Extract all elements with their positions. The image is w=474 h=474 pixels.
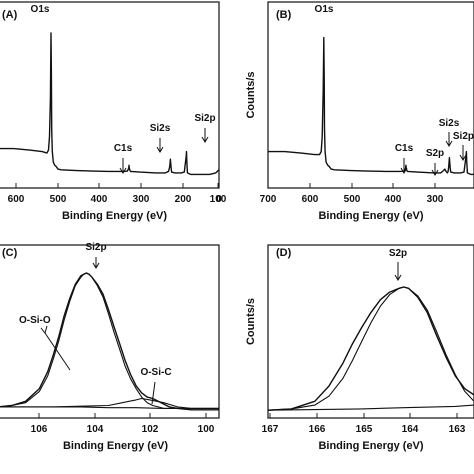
- panel-1-annotation-3: Si2s: [439, 118, 460, 129]
- panel-1-annotation-1: C1s: [395, 143, 414, 154]
- panel-2-series-0-line: [0, 272, 219, 411]
- panel-3-xtick-label: 163: [449, 424, 466, 435]
- panel-1-annotation-0: O1s: [315, 4, 334, 15]
- panel-0-arrowhead-0: [119, 167, 127, 174]
- osio-pointer-line: [44, 332, 71, 371]
- panel-3-xlabel: Binding Energy (eV): [318, 440, 423, 452]
- panel-0-series-0-line: [0, 32, 220, 176]
- panel-1-annotation-2: S2p: [426, 148, 444, 159]
- panel-0-xtick-label: 600: [8, 194, 25, 205]
- panel-0-annotation-2: Si2s: [150, 123, 171, 134]
- panel-2-annotation-2: O-Si-C: [140, 367, 171, 378]
- panel-1-ylabel: Counts/s: [245, 71, 257, 118]
- panel-2-annotation-1: O-Si-O: [19, 315, 51, 326]
- osio-pointer-head: [40, 325, 48, 335]
- panel-3-xtick-label: 166: [309, 424, 326, 435]
- panel-0-arrowhead-1: [156, 146, 164, 153]
- panel-1-arrowhead-3: [431, 169, 439, 176]
- panel-3-series-1-line: [267, 286, 474, 411]
- panel-1-xtick-label: 500: [344, 194, 361, 205]
- panel-2-series-3-line: [0, 406, 219, 409]
- panel-3-ylabel: Counts/s: [245, 298, 257, 345]
- panel-2-id: (C): [2, 247, 18, 259]
- panel-0-xtick-label: 100: [210, 194, 227, 205]
- panel-1-arrowhead-2: [459, 154, 467, 161]
- panel-1-annotation-4: Si2p: [453, 131, 474, 142]
- panel-1-xtick-label: 400: [385, 194, 402, 205]
- panel-2-series-1-line: [0, 272, 219, 409]
- panel-3-annotation-0: S2p: [389, 248, 407, 259]
- panel-3-arrowhead-0: [394, 274, 402, 281]
- panel-1-xtick-label: 600: [302, 194, 319, 205]
- panel-3-xtick-label: 164: [402, 424, 419, 435]
- panel-0-frame: [0, 1, 220, 189]
- panel-1-arrowhead-1: [445, 140, 453, 147]
- panel-3-frame: [267, 244, 474, 419]
- panel-1-series-0-line: [268, 36, 474, 176]
- osic-pointer-line: [151, 381, 156, 405]
- panel-2-arrowhead-0: [92, 262, 100, 269]
- panel-2-xtick-label: 100: [198, 424, 215, 435]
- panel-2-xtick-label: 102: [142, 424, 159, 435]
- panel-3-xtick-label: 167: [262, 424, 279, 435]
- panel-0-arrowhead-2: [201, 136, 209, 143]
- panel-0-annotation-3: Si2p: [194, 113, 215, 124]
- panel-1-xtick-label: 700: [260, 194, 277, 205]
- panel-3-id: (D): [276, 247, 292, 259]
- panel-1-frame: [267, 1, 474, 189]
- panel-0-xtick-label: 0: [216, 194, 222, 205]
- panel-0-annotation-0: O1s: [31, 4, 50, 15]
- panel-3-series-2-line: [267, 404, 474, 411]
- panel-0-xtick-label: 500: [50, 194, 67, 205]
- panel-3-series-0-line: [267, 286, 474, 411]
- panel-1-id: (B): [276, 9, 292, 21]
- panel-0-xlabel: Binding Energy (eV): [62, 210, 167, 222]
- panel-3-xtick-label: 165: [356, 424, 373, 435]
- panel-2-xtick-label: 104: [87, 424, 104, 435]
- panel-0-xtick-label: 400: [91, 194, 108, 205]
- panel-2-frame: [0, 244, 220, 419]
- panel-0-annotation-1: C1s: [114, 143, 133, 154]
- panel-1-xtick-label: 300: [427, 194, 444, 205]
- panel-0-xtick-label: 300: [133, 194, 150, 205]
- panel-1-arrowhead-0: [400, 167, 408, 174]
- panel-0-id: (A): [2, 9, 18, 21]
- panel-2-xlabel: Binding Energy (eV): [63, 440, 168, 452]
- panel-0-xtick-label: 200: [175, 194, 192, 205]
- panel-2-annotation-0: Si2p: [85, 242, 106, 253]
- panel-2-xtick-label: 106: [31, 424, 48, 435]
- panel-1-xlabel: Binding Energy (eV): [318, 210, 423, 222]
